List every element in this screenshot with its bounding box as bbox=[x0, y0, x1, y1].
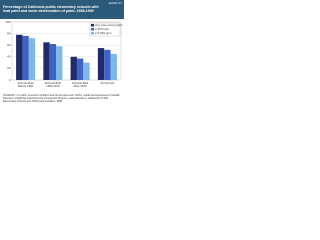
exhibit-label: Exhibit 27 bbox=[108, 1, 122, 5]
legend-swatch bbox=[91, 28, 94, 31]
legend-swatch bbox=[91, 32, 94, 35]
bar bbox=[110, 53, 117, 80]
x-tick-label: Schools Built After 1979 bbox=[72, 80, 89, 88]
bar bbox=[76, 58, 84, 80]
legend-label: ≥ 300 ppm bbox=[95, 27, 110, 31]
page: Exhibit 27 Percentage of California publ… bbox=[0, 0, 124, 116]
legend-label: ≥ 5,000 ppm bbox=[95, 31, 112, 35]
bar bbox=[70, 56, 77, 80]
header: Exhibit 27 Percentage of California publ… bbox=[0, 0, 124, 19]
x-tick-label: All Schools bbox=[100, 80, 115, 85]
y-tick-label: 100 bbox=[5, 20, 10, 24]
y-tick-label: 0 bbox=[9, 78, 11, 82]
legend-box bbox=[89, 22, 121, 37]
chart: 0 20 40 60 80 100 Any (non-zero) paint≥ 300 pp… bbox=[5, 20, 122, 82]
x-tick-label: Schools Built Before 1950 bbox=[17, 80, 34, 88]
legend-swatch bbox=[91, 24, 94, 27]
source-note: SOURCE: U.S. EPA, America's Children and… bbox=[3, 94, 120, 104]
bar bbox=[97, 48, 105, 80]
bar bbox=[16, 34, 23, 80]
bar bbox=[22, 35, 29, 80]
legend-label: Any (non-zero) paint bbox=[95, 23, 122, 27]
bar bbox=[56, 46, 63, 80]
y-tick-label: 60 bbox=[7, 43, 11, 47]
bar bbox=[104, 49, 111, 80]
x-tick-label: Schools Built 1950-1979 bbox=[44, 80, 61, 88]
bar bbox=[49, 44, 57, 80]
y-tick-label: 20 bbox=[7, 66, 11, 70]
y-tick-label: 80 bbox=[7, 31, 11, 35]
chart-title: Percentage of California public elementa… bbox=[3, 5, 99, 14]
bar bbox=[28, 38, 36, 80]
y-tick-label: 40 bbox=[7, 55, 11, 59]
bar bbox=[83, 62, 90, 80]
bar bbox=[43, 42, 50, 80]
